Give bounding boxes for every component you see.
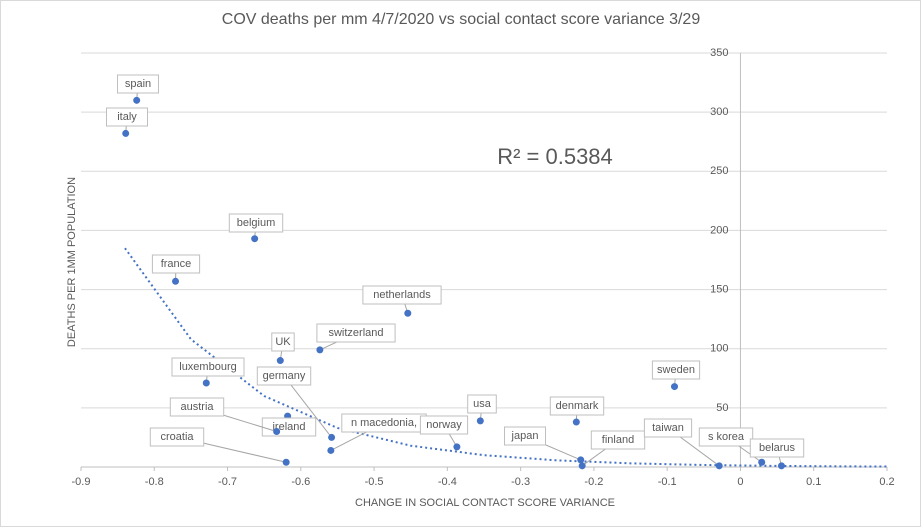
label-box	[504, 426, 546, 446]
point-label: belgium	[237, 217, 276, 229]
point-label: s korea	[708, 431, 745, 443]
point	[251, 235, 259, 243]
point	[276, 357, 284, 365]
x-tick-label: -0.4	[438, 476, 457, 488]
label-box	[749, 438, 805, 458]
x-tick-label: -0.5	[365, 476, 384, 488]
x-tick-label: -0.9	[72, 476, 91, 488]
point-label: spain	[125, 78, 151, 90]
point-label: luxembourg	[179, 361, 236, 373]
x-tick-label: -0.2	[584, 476, 603, 488]
point	[172, 277, 180, 285]
y-tick-label: 150	[710, 283, 728, 295]
point	[671, 383, 679, 391]
label-box	[549, 396, 605, 416]
point-label: denmark	[556, 400, 599, 412]
label-box	[590, 430, 646, 450]
x-tick-label: -0.3	[511, 476, 530, 488]
point	[578, 462, 586, 470]
label-box	[419, 415, 469, 435]
point-label: switzerland	[328, 327, 383, 339]
y-tick-label: 250	[710, 165, 728, 177]
x-tick-label: -0.1	[658, 476, 677, 488]
label-box	[698, 427, 754, 447]
x-tick-label: 0	[737, 476, 743, 488]
point-label: belarus	[759, 442, 796, 454]
point-label: ireland	[272, 421, 305, 433]
point	[122, 129, 130, 137]
point	[476, 417, 484, 425]
point	[715, 462, 723, 470]
label-box	[651, 360, 701, 380]
point-label: taiwan	[652, 422, 684, 434]
r-squared: R² = 0.5384	[497, 144, 613, 169]
y-tick-label: 100	[710, 343, 728, 355]
y-tick-label: 50	[716, 402, 728, 414]
x-tick-label: -0.6	[291, 476, 310, 488]
label-box	[171, 357, 245, 377]
label-box	[149, 427, 205, 447]
label-box	[643, 418, 693, 438]
point-label: UK	[275, 336, 291, 348]
label-box	[271, 332, 295, 352]
label-box	[106, 107, 148, 127]
y-tick-label: 350	[710, 47, 728, 59]
point	[777, 462, 785, 470]
x-tick-label: -0.7	[218, 476, 237, 488]
point-label: france	[161, 258, 192, 270]
label-box	[169, 397, 225, 417]
point	[282, 458, 290, 466]
label-box	[117, 74, 159, 94]
label-box	[362, 285, 442, 305]
y-axis-title: DEATHS PER 1MM POPULATION	[66, 177, 78, 347]
x-tick-label: 0.1	[806, 476, 821, 488]
x-axis-title: CHANGE IN SOCIAL CONTACT SCORE VARIANCE	[355, 497, 615, 509]
leader-line	[283, 375, 332, 438]
label-box	[228, 213, 284, 233]
trendline	[124, 247, 888, 468]
point-label: croatia	[160, 431, 194, 443]
point	[577, 456, 585, 464]
y-tick-label: 300	[710, 106, 728, 118]
point	[327, 446, 335, 454]
point	[572, 418, 580, 426]
y-tick-label: 200	[710, 224, 728, 236]
label-box	[151, 254, 201, 274]
point-label: n macedonia,	[351, 417, 417, 429]
point-label: norway	[426, 419, 462, 431]
point	[453, 443, 461, 451]
point-label: japan	[511, 430, 539, 442]
point	[404, 309, 412, 317]
x-tick-label: 0.2	[879, 476, 894, 488]
label-box	[467, 394, 497, 414]
point-label: germany	[263, 370, 306, 382]
point-label: finland	[602, 434, 634, 446]
point-label: usa	[473, 398, 492, 410]
point	[133, 96, 141, 104]
point	[316, 346, 324, 354]
label-box	[256, 366, 312, 386]
point-label: austria	[180, 401, 214, 413]
point-label: sweden	[657, 364, 695, 376]
chart-title: COV deaths per mm 4/7/2020 vs social con…	[222, 11, 701, 28]
label-box	[316, 323, 396, 343]
point-label: italy	[117, 111, 137, 123]
point-label: netherlands	[373, 289, 431, 301]
point	[202, 379, 210, 387]
point	[758, 458, 766, 466]
x-tick-label: -0.8	[145, 476, 164, 488]
point	[273, 428, 281, 436]
point	[328, 433, 336, 441]
